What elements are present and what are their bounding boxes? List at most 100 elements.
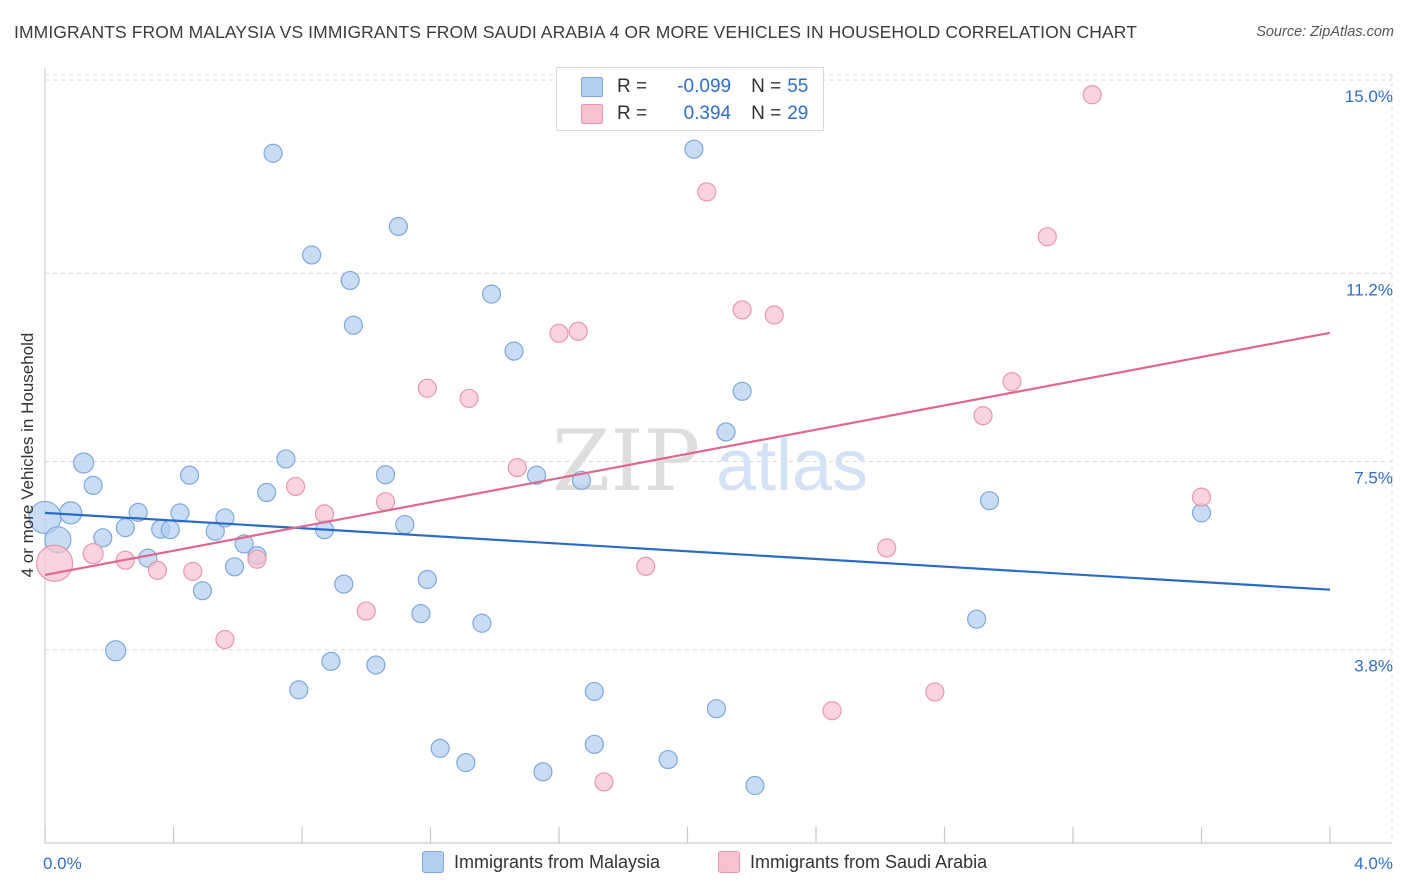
malaysia-point	[706, 699, 727, 719]
malaysia-legend-swatch	[422, 851, 444, 873]
saudi-point	[183, 561, 203, 581]
saudi-point	[1082, 85, 1102, 105]
malaysia-point	[366, 655, 386, 675]
saudi-point	[877, 538, 897, 558]
saudi-trend-line	[44, 331, 1331, 577]
saudi-point	[1002, 372, 1022, 392]
saudi-point	[285, 476, 306, 497]
legend-n-label: N =	[751, 76, 782, 97]
malaysia-point	[334, 574, 354, 594]
saudi-point	[925, 682, 945, 702]
malaysia-point	[192, 581, 213, 601]
legend-item-malaysia[interactable]: Immigrants from Malaysia	[422, 851, 660, 873]
axis-layer	[44, 68, 1392, 844]
legend-n-value: 29	[787, 103, 809, 124]
saudi-swatch	[581, 104, 603, 124]
legend-n-label: N =	[751, 103, 782, 124]
legend-r-label: R =	[617, 76, 648, 97]
malaysia-point	[224, 557, 245, 577]
saudi-point	[36, 544, 74, 582]
malaysia-point	[340, 270, 360, 291]
watermark-zip: ZIP	[552, 412, 700, 510]
malaysia-point	[375, 465, 396, 485]
tick-label-layer: 3.8% 7.5% 11.2% 15.0% 0.0% 4.0%	[43, 87, 1393, 873]
malaysia-point	[967, 609, 987, 629]
malaysia-point	[979, 491, 1000, 511]
malaysia-point	[179, 465, 200, 485]
saudi-point	[822, 701, 842, 721]
malaysia-point	[411, 603, 431, 624]
malaysia-point	[430, 738, 450, 758]
malaysia-point	[263, 143, 283, 163]
x-tick-label: 4.0%	[1354, 854, 1393, 873]
legend-r-value: 0.394	[683, 103, 732, 124]
watermark-atlas: atlas	[716, 426, 868, 506]
malaysia-point	[658, 749, 678, 770]
saudi-point	[459, 388, 479, 409]
saudi-point	[215, 629, 235, 650]
saudi-point	[1191, 487, 1212, 507]
grid-layer	[45, 74, 1393, 843]
malaysia-point	[456, 753, 476, 773]
malaysia-point	[571, 470, 592, 490]
malaysia-point	[584, 734, 604, 754]
saudi-point	[147, 560, 168, 580]
malaysia-point	[417, 569, 437, 590]
watermark: ZIP atlas	[552, 412, 868, 510]
malaysia-point	[526, 465, 547, 485]
malaysia-point	[105, 640, 127, 662]
malaysia-point	[343, 315, 363, 335]
saudi-legend-swatch	[718, 851, 740, 873]
malaysia-point	[128, 502, 148, 522]
malaysia-point	[115, 518, 135, 538]
malaysia-point	[395, 514, 415, 535]
malaysia-point	[276, 449, 296, 469]
trend-layer	[44, 331, 1331, 591]
malaysia-point	[321, 651, 341, 672]
saudi-point	[507, 458, 527, 478]
malaysia-point	[388, 216, 408, 237]
malaysia-point	[716, 422, 736, 442]
malaysia-point	[684, 139, 704, 159]
malaysia-point	[745, 775, 765, 796]
malaysia-point	[533, 762, 553, 782]
malaysia-point	[83, 475, 103, 496]
malaysia-point	[472, 613, 492, 633]
saudi-point	[375, 492, 396, 512]
saudi-point	[636, 556, 656, 576]
saudi-point	[417, 378, 437, 398]
saudi-point	[973, 406, 993, 426]
y-tick-label: 15.0%	[1345, 87, 1393, 106]
malaysia-trend-line	[44, 511, 1331, 591]
malaysia-point	[257, 482, 277, 503]
malaysia-point	[289, 680, 309, 700]
malaysia-point	[504, 341, 524, 361]
legend-item-saudi[interactable]: Immigrants from Saudi Arabia	[718, 851, 987, 873]
malaysia-point	[72, 452, 95, 474]
legend-item-label: Immigrants from Saudi Arabia	[750, 851, 988, 872]
chart-title: IMMIGRANTS FROM MALAYSIA VS IMMIGRANTS F…	[14, 22, 1137, 42]
legend-item-label: Immigrants from Malaysia	[454, 851, 661, 872]
malaysia-point	[93, 528, 113, 548]
malaysia-point	[170, 503, 190, 523]
y-tick-label: 7.5%	[1354, 469, 1393, 488]
malaysia-point	[302, 245, 322, 265]
saudi-point	[594, 772, 614, 792]
legend-n-value: 55	[787, 76, 809, 97]
y-axis-label: 4 or more Vehicles in Household	[18, 332, 37, 578]
legend-r-label: R =	[617, 103, 648, 124]
series-legend: Immigrants from Malaysia Immigrants from…	[0, 851, 1406, 877]
saudi-point	[697, 182, 717, 202]
saudi-point	[764, 305, 784, 325]
malaysia-point	[234, 534, 254, 554]
saudi-point	[568, 321, 588, 341]
source-label: Source: ZipAtlas.com	[1256, 24, 1394, 40]
y-tick-label: 11.2%	[1346, 280, 1393, 299]
malaysia-point	[481, 284, 502, 304]
points-layer	[28, 85, 1212, 796]
saudi-point	[1037, 227, 1057, 247]
malaysia-point	[160, 520, 180, 540]
saudi-point	[82, 542, 104, 565]
saudi-point	[356, 601, 376, 621]
